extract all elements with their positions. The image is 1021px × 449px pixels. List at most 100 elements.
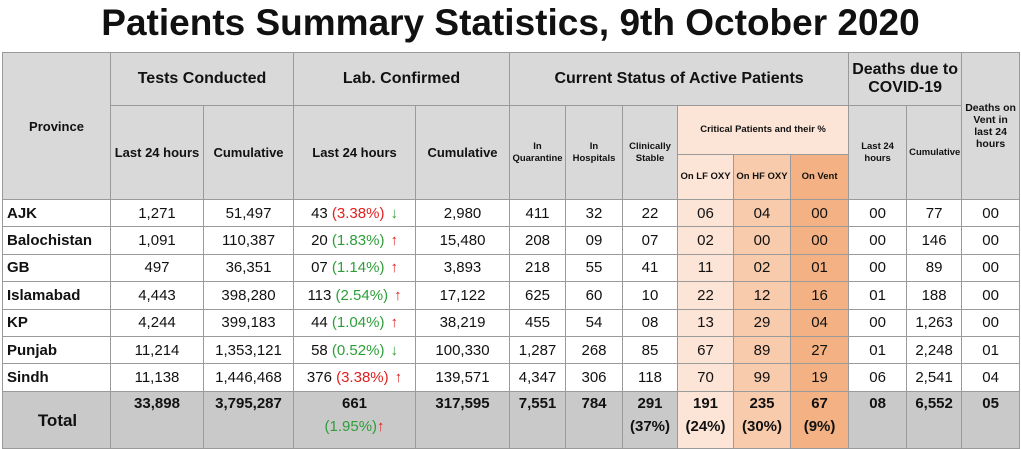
province-cell: Sindh	[2, 363, 111, 392]
cell: 2,541	[906, 363, 963, 392]
cell: 00	[848, 226, 908, 255]
cell: 398,280	[202, 281, 295, 310]
cell: 291 (37%)	[622, 390, 679, 449]
count: 67	[811, 394, 828, 412]
cell: 317,595	[415, 390, 511, 449]
cell: 6,552	[906, 390, 963, 449]
header-cell: Last 24 hours	[293, 105, 417, 200]
percent: (30%)	[742, 417, 783, 435]
cell: 7,551	[509, 390, 567, 449]
cell: 2,980	[415, 198, 511, 228]
cell: 455	[509, 308, 567, 337]
cell: 58 (0.52%) ↓	[293, 335, 417, 365]
data-row: KP 4,244 399,183 44 (1.04%) ↑ 38,219 455 54 08 13…	[2, 308, 1021, 337]
header-cell: Cumulative	[202, 105, 295, 200]
province-cell: Balochistan	[2, 226, 111, 255]
header-cell: Tests Conducted	[109, 52, 295, 106]
cell: 67	[677, 335, 735, 365]
province-cell: AJK	[2, 198, 111, 228]
data-row: Islamabad 4,443 398,280 113 (2.54%) ↑ 17,122 6…	[2, 281, 1021, 310]
count: 20	[311, 232, 328, 250]
cell: 268	[565, 335, 624, 365]
province-cell: KP	[2, 308, 111, 337]
count: 44	[311, 314, 328, 332]
cell: 01	[848, 335, 908, 365]
cell: 113 (2.54%) ↑	[293, 281, 417, 310]
cell: 13	[677, 308, 735, 337]
cell: 11,138	[110, 363, 204, 392]
cell: 04	[733, 198, 792, 228]
cell: 110,387	[202, 226, 295, 255]
cell: 11	[677, 253, 735, 283]
cell: 20 (1.83%) ↑	[293, 226, 417, 255]
header-cell: Deaths due to COVID-19	[848, 52, 963, 106]
province-cell: Total	[2, 390, 111, 449]
cell: 306	[565, 363, 624, 392]
cell: 67 (9%)	[790, 390, 850, 449]
cell: 01	[790, 253, 850, 283]
cell: 661 (1.95%)↑	[293, 390, 417, 449]
cell: 01	[961, 335, 1021, 365]
cell: 00	[961, 226, 1021, 255]
percent: (2.54%)	[335, 286, 389, 304]
percent: (1.14%)	[331, 259, 385, 277]
header-row: Last 24 hours Cumulative Last 24 hours C…	[3, 105, 1020, 200]
cell: 33,898	[110, 390, 204, 449]
cell: 54	[565, 308, 624, 337]
cell: 05	[961, 390, 1021, 449]
header-cell: Current Status of Active Patients	[509, 52, 850, 106]
header-cell: In Quarantine	[509, 105, 567, 200]
cell: 44 (1.04%) ↑	[293, 308, 417, 337]
header-cell: On Vent	[790, 154, 850, 200]
title: Patients Summary Statistics, 9th October…	[101, 2, 920, 43]
province-cell: Islamabad	[2, 281, 111, 310]
data-row: GB 497 36,351 07 (1.14%) ↑ 3,893 218 55 41 11 02 01…	[2, 253, 1021, 283]
table-header: Province Tests Conducted Lab. Confirmed …	[2, 52, 1021, 200]
cell: 191 (24%)	[677, 390, 735, 449]
header-cell: On HF OXY	[733, 154, 792, 200]
percent: (3.38%)	[331, 204, 385, 222]
trend-arrow: ↑	[390, 232, 398, 250]
count: 235	[749, 394, 775, 412]
header-row: On LF OXY On HF OXY On Vent	[3, 154, 1020, 200]
trend-arrow: ↑	[390, 259, 398, 277]
header-cell: Cumulative	[906, 105, 963, 200]
cell: 00	[790, 198, 850, 228]
cell: 218	[509, 253, 567, 283]
cell: 1,271	[110, 198, 204, 228]
count: 113	[307, 286, 332, 304]
cell: 60	[565, 281, 624, 310]
trend-arrow: ↓	[390, 341, 398, 359]
table-body: AJK 1,271 51,497 43 (3.38%) ↓ 2,980 411 32 22 06 0…	[2, 198, 1021, 449]
cell: 11,214	[110, 335, 204, 365]
cell: 399,183	[202, 308, 295, 337]
trend-arrow: ↑	[394, 369, 403, 387]
percent: (1.95%)	[324, 417, 378, 435]
percent: (37%)	[630, 417, 671, 435]
cell: 06	[677, 198, 735, 228]
percent: (9%)	[803, 417, 836, 435]
cell: 1,091	[110, 226, 204, 255]
cell: 208	[509, 226, 567, 255]
province-cell: Punjab	[2, 335, 111, 365]
percent: (3.38%)	[336, 369, 389, 387]
header-cell: Last 24 hours	[848, 105, 908, 200]
cell: 99	[733, 363, 792, 392]
cell: 00	[848, 253, 908, 283]
cell: 27	[790, 335, 850, 365]
header-cell: Deaths on Vent in last 24 hours	[961, 52, 1021, 200]
percent: (1.04%)	[331, 314, 385, 332]
cell: 00	[961, 308, 1021, 337]
cell: 00	[848, 308, 908, 337]
trend-arrow: ↑	[377, 417, 385, 435]
header-row: Province Tests Conducted Lab. Confirmed …	[2, 52, 1021, 200]
cell: 12	[733, 281, 792, 310]
cell: 77	[906, 198, 963, 228]
count: 58	[311, 341, 328, 359]
trend-arrow: ↓	[390, 204, 398, 222]
cell: 146	[906, 226, 963, 255]
cell: 02	[733, 253, 792, 283]
cell: 38,219	[415, 308, 511, 337]
count: 291	[637, 394, 663, 412]
